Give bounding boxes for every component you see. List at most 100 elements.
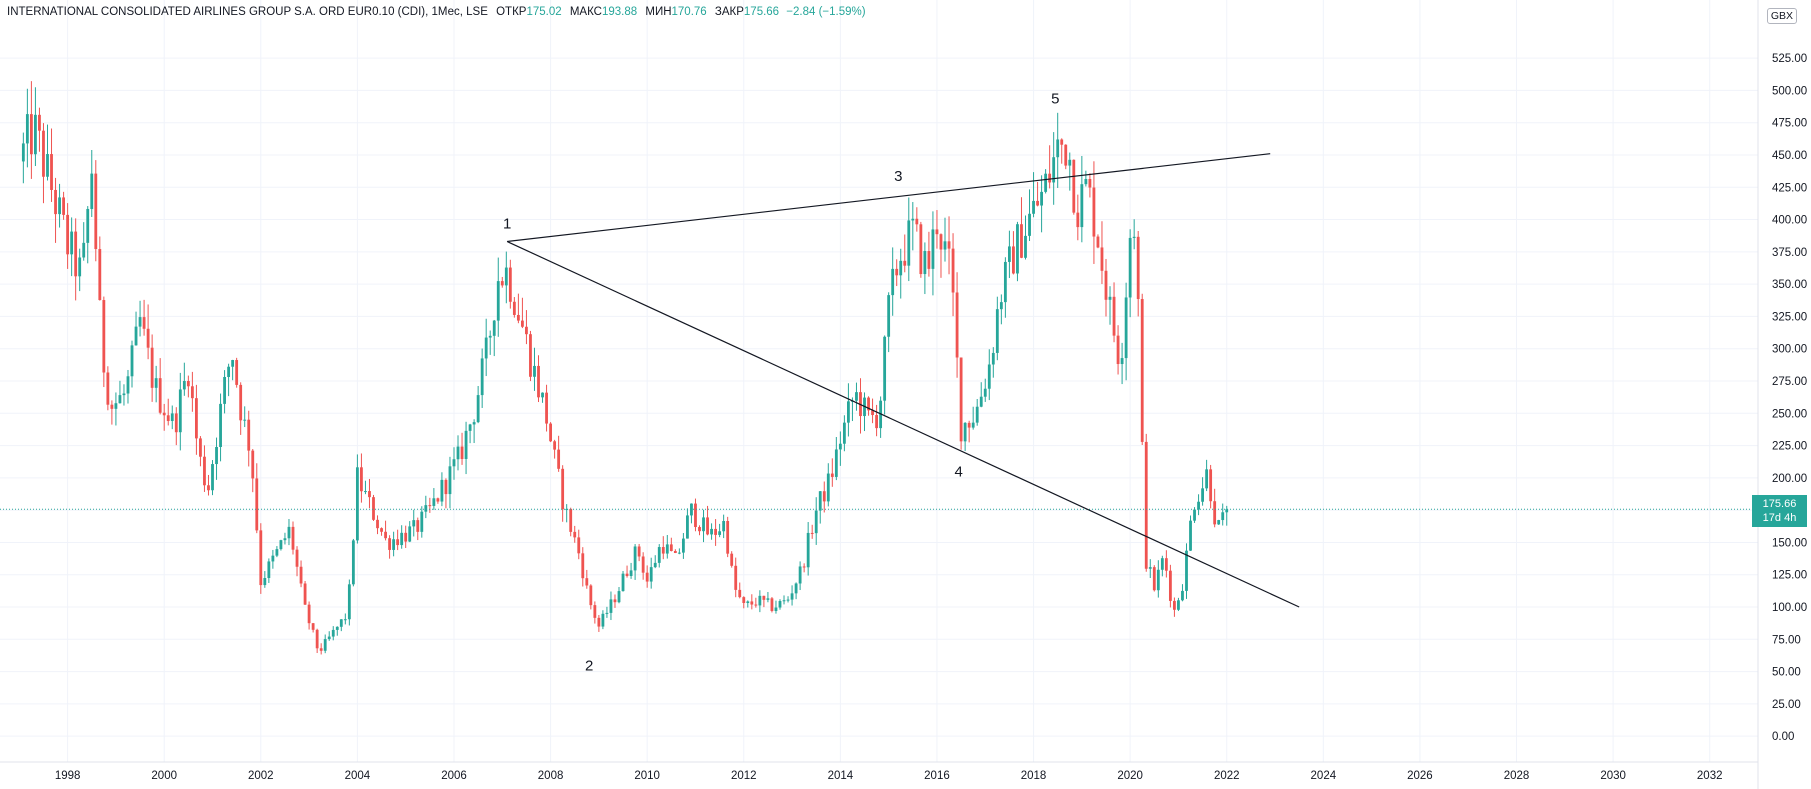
candle: [484, 318, 488, 377]
candle: [657, 544, 661, 568]
candle: [915, 207, 919, 232]
candle-body: [448, 466, 452, 495]
candle-body: [25, 114, 29, 144]
candlesticks: [21, 81, 1229, 655]
candle: [754, 597, 758, 608]
candle: [722, 514, 726, 539]
price-axis[interactable]: 0.0025.0050.0075.00100.00125.00150.00175…: [1772, 53, 1807, 743]
currency-label[interactable]: GBX: [1766, 8, 1797, 24]
candle: [557, 435, 561, 472]
candle-body: [283, 538, 287, 541]
candle-body: [814, 510, 818, 534]
lower-trend-line: [506, 240, 1300, 608]
candle-body: [525, 326, 528, 335]
candle: [758, 590, 762, 613]
candle: [887, 292, 891, 353]
candle: [62, 191, 65, 220]
candle-body: [931, 229, 935, 269]
candle-body: [822, 491, 826, 502]
candle-body: [62, 197, 65, 215]
candle: [1104, 258, 1108, 317]
candle-body: [186, 381, 190, 387]
candle: [633, 544, 637, 580]
low-label: МИН: [645, 6, 672, 18]
candle-body: [657, 547, 661, 563]
candle: [718, 523, 722, 538]
candle: [1080, 155, 1084, 243]
candle-body: [488, 335, 492, 338]
candle-body: [597, 617, 601, 627]
candle-body: [686, 515, 689, 539]
candle: [380, 527, 383, 536]
candle: [673, 549, 677, 554]
close-value: 175.66: [743, 6, 780, 18]
candle: [279, 539, 283, 551]
candle: [396, 529, 400, 551]
price-tick-label: 425.00: [1772, 182, 1807, 194]
candle: [919, 221, 923, 278]
candle-body: [1168, 570, 1172, 601]
candle: [706, 505, 709, 536]
candle-body: [146, 328, 150, 348]
candle: [1140, 293, 1144, 445]
candle: [830, 458, 834, 487]
candle-body: [267, 561, 271, 579]
candle: [178, 372, 182, 451]
candle-body: [730, 553, 734, 566]
candle: [597, 614, 601, 632]
candle: [730, 551, 734, 568]
candle: [500, 276, 504, 288]
candle: [533, 347, 536, 391]
candle: [468, 423, 472, 444]
candle: [746, 600, 750, 608]
candle: [319, 643, 323, 655]
candle: [239, 382, 243, 435]
candle-body: [42, 130, 45, 177]
candle: [162, 403, 166, 431]
candle-body: [468, 424, 472, 431]
candle-body: [577, 537, 581, 554]
time-axis[interactable]: 1998 2000 2002 2004 2006 2008 2010 2012 2014 2016…: [55, 770, 1723, 782]
price-tick-label: 475.00: [1772, 118, 1807, 130]
candle: [1173, 597, 1176, 617]
candle-body: [150, 347, 154, 388]
high-label: МАКС: [569, 6, 602, 18]
time-tick-label: 2030: [1600, 770, 1626, 782]
candle: [70, 217, 74, 277]
candle: [1185, 543, 1188, 599]
candle-body: [331, 629, 335, 637]
candle: [315, 628, 319, 654]
candle-body: [589, 585, 593, 606]
candle-body: [323, 639, 327, 651]
candle: [1060, 138, 1064, 164]
candle: [255, 463, 259, 534]
candle-body: [710, 528, 713, 535]
candle: [174, 407, 178, 446]
candle: [508, 259, 512, 309]
candle-body: [1092, 187, 1096, 237]
candle: [963, 422, 967, 452]
candle-body: [207, 485, 210, 491]
candle-body: [637, 546, 641, 557]
candle: [376, 515, 379, 535]
candle-body: [1076, 212, 1080, 228]
candle-body: [1024, 235, 1027, 258]
candle-body: [400, 532, 404, 546]
candle: [589, 584, 593, 610]
candle-body: [372, 497, 375, 520]
candle-body: [34, 114, 37, 155]
candle-body: [1048, 173, 1052, 183]
trend-lines[interactable]: [506, 153, 1300, 608]
candle: [190, 371, 194, 412]
candle-body: [987, 364, 991, 389]
candle-body: [553, 441, 557, 450]
candle-body: [110, 404, 114, 409]
candle-body: [830, 473, 834, 477]
candle-body: [1108, 296, 1112, 300]
candle-body: [778, 601, 782, 608]
candle: [1007, 230, 1011, 279]
candle-body: [1225, 509, 1229, 513]
candle: [1036, 181, 1039, 207]
candle-body: [174, 413, 178, 433]
